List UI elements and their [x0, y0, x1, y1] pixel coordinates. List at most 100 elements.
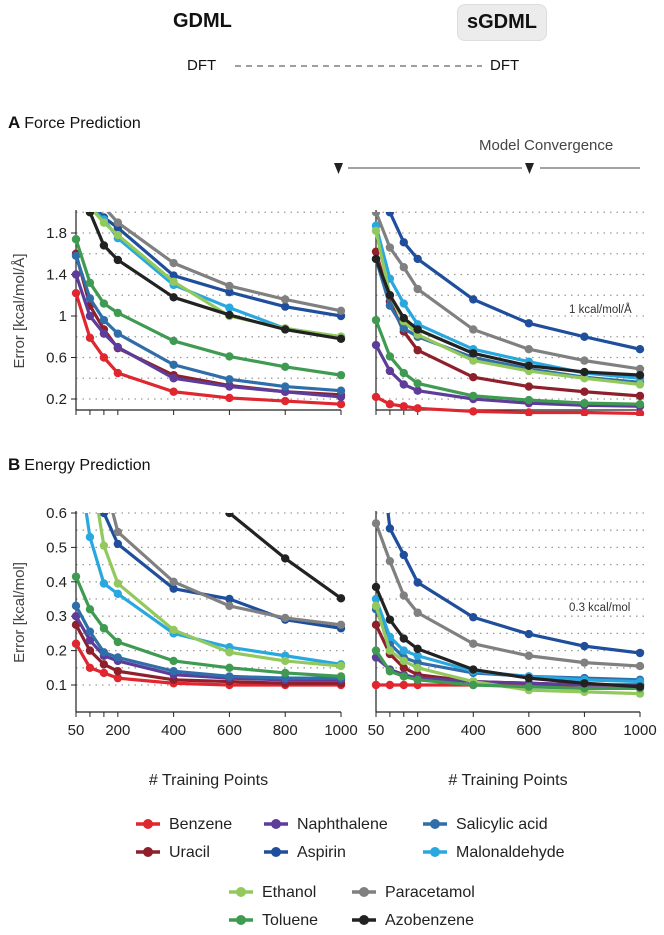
data-point-naphthalene [71, 612, 81, 621]
data-point-toluene [281, 362, 290, 372]
data-point-naphthalene [413, 386, 422, 395]
data-point-ethanol [371, 226, 381, 236]
data-point-aspirin [399, 238, 408, 247]
data-point-ethanol [99, 218, 109, 227]
series-line-malonaldehyde [374, 225, 641, 380]
data-point-naphthalene [113, 342, 123, 352]
legend-item: Azobenzene [352, 912, 474, 929]
data-point-azobenzene [99, 241, 109, 250]
data-point-paracetamol [336, 306, 346, 316]
data-point-toluene [371, 315, 381, 325]
data-point-aspirin [169, 584, 178, 593]
series-group [371, 212, 645, 416]
data-point-toluene [336, 370, 346, 380]
data-point-ethanol [72, 187, 80, 195]
x-tick-label: 50 [368, 722, 385, 739]
data-point-naphthalene [71, 270, 81, 279]
x-tick-label: 200 [405, 722, 430, 739]
data-point-toluene [385, 667, 395, 676]
data-point-benzene [99, 353, 109, 362]
series-line-aspirin [386, 513, 641, 655]
data-point-paracetamol [371, 519, 381, 528]
data-point-toluene [169, 656, 178, 666]
data-point-aspirin [113, 539, 123, 549]
data-point-paracetamol [281, 295, 290, 304]
data-point-salicylic-acid [71, 251, 81, 261]
data-point-benzene [336, 399, 346, 409]
data-point-paracetamol [413, 608, 422, 617]
series-line-aspirin [96, 212, 342, 318]
data-point-malonaldehyde [399, 299, 408, 308]
x-tick-label: 600 [516, 722, 541, 739]
threshold-annotation: 1 kcal/mol/Å [569, 303, 632, 316]
data-point-aspirin [385, 212, 395, 217]
y-tick-label: 1 [59, 308, 67, 325]
gdml-reference-label: DFT [187, 57, 217, 74]
data-point-paracetamol [72, 156, 80, 164]
y-tick-label: 0.2 [46, 643, 67, 660]
data-point-benzene [113, 673, 123, 683]
data-point-aspirin [99, 513, 109, 518]
data-point-aspirin [524, 629, 534, 639]
series-line-paracetamol [106, 212, 342, 313]
data-point-paracetamol [225, 601, 234, 611]
sgdml-reference-label: DFT [490, 57, 520, 74]
data-point-aspirin [225, 287, 234, 297]
data-point-benzene [399, 680, 408, 690]
data-point-azobenzene [385, 291, 395, 300]
panel-b-letter: B [8, 455, 21, 474]
data-point-benzene [385, 680, 395, 690]
data-point-paracetamol [635, 661, 645, 671]
data-point-salicylic-acid [85, 294, 95, 303]
data-point-paracetamol [399, 591, 408, 600]
sgdml-title: sGDML [457, 4, 547, 41]
data-point-toluene [635, 399, 645, 409]
data-point-paracetamol [399, 263, 408, 272]
y-tick-label: 0.6 [46, 505, 67, 522]
data-point-naphthalene [169, 374, 178, 383]
data-point-salicylic-acid [113, 653, 123, 662]
data-point-naphthalene [85, 636, 95, 645]
data-point-aspirin [413, 578, 422, 587]
data-point-toluene [113, 637, 123, 647]
legend-marker-icon [143, 847, 153, 857]
legend-label: Uracil [169, 844, 210, 861]
panel-b-text: Energy Prediction [24, 457, 151, 474]
y-tick-label: 0.3 [46, 608, 67, 625]
data-point-aspirin [580, 641, 589, 651]
data-point-uracil [99, 660, 109, 669]
panel-a-text: Force Prediction [24, 115, 141, 132]
series-line-azobenzene [226, 513, 342, 600]
legend-label: Naphthalene [297, 816, 388, 833]
data-point-toluene [385, 352, 395, 361]
data-point-malonaldehyde [399, 646, 408, 655]
data-point-paracetamol [371, 212, 381, 217]
data-point-benzene [635, 409, 645, 416]
legend-item: Toluene [229, 912, 318, 929]
data-point-uracil [85, 646, 95, 655]
data-point-paracetamol [524, 345, 534, 354]
data-point-paracetamol [385, 243, 395, 252]
data-point-azobenzene [371, 582, 381, 592]
data-point-toluene [225, 352, 234, 361]
chart-energy-sgdml: 50 200 400 600 800 1000 # Training Points 0.3 k… [368, 511, 657, 789]
data-point-aspirin [86, 198, 94, 206]
panel-a-letter: A [8, 113, 21, 132]
data-point-toluene [399, 672, 408, 681]
data-point-uracil [635, 391, 645, 401]
series-line-azobenzene [374, 258, 641, 377]
legend-label: Benzene [169, 816, 232, 833]
data-point-uracil [524, 382, 534, 391]
x-tick-label: 1000 [623, 722, 656, 739]
data-point-paracetamol [86, 177, 94, 185]
data-point-azobenzene [469, 665, 478, 674]
legend-marker-icon [236, 915, 246, 925]
data-point-ethanol [86, 457, 94, 465]
data-point-paracetamol [469, 639, 478, 648]
legend-label: Malonaldehyde [456, 844, 565, 861]
legend-item: Ethanol [229, 884, 316, 901]
chart-force-sgdml: 1 kcal/mol/Å [371, 210, 646, 416]
data-point-azobenzene [580, 679, 589, 688]
data-point-ethanol [399, 656, 408, 666]
data-point-benzene [225, 393, 234, 403]
